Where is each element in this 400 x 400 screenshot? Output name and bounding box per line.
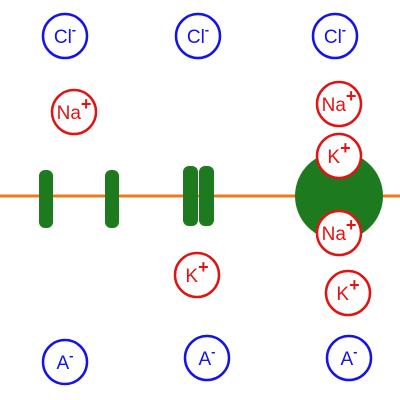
channel-bar-right xyxy=(105,170,119,228)
potassium-ion: K+ xyxy=(315,132,363,180)
svg-text:Na+: Na+ xyxy=(57,94,92,124)
svg-text:K+: K+ xyxy=(336,275,359,305)
sodium-ion: Na+ xyxy=(315,209,363,257)
svg-text:Na+: Na+ xyxy=(322,215,357,245)
channel-bar-right xyxy=(199,166,214,226)
anion-ion: A- xyxy=(41,338,89,386)
svg-text:A-: A- xyxy=(198,344,215,370)
svg-text:Cl-: Cl- xyxy=(187,22,209,48)
channel-bar-left xyxy=(183,166,198,226)
sodium-ion: Na+ xyxy=(315,80,363,128)
chloride-ion: Cl- xyxy=(311,12,359,60)
anion-ion: A- xyxy=(183,334,231,382)
channel-bar-left xyxy=(39,170,53,228)
closed-channel xyxy=(183,166,214,226)
chloride-ion: Cl- xyxy=(41,12,89,60)
svg-text:Na+: Na+ xyxy=(322,86,357,116)
potassium-ion: K+ xyxy=(324,269,372,317)
svg-text:A-: A- xyxy=(340,344,357,370)
sodium-potassium-pump xyxy=(295,152,383,240)
svg-text:Cl-: Cl- xyxy=(54,22,76,48)
open-gap-channel xyxy=(39,170,119,228)
svg-text:Cl-: Cl- xyxy=(324,22,346,48)
sodium-ion: Na+ xyxy=(50,88,98,136)
svg-text:A-: A- xyxy=(56,348,73,374)
anion-ion: A- xyxy=(325,334,373,382)
svg-text:K+: K+ xyxy=(185,257,208,287)
potassium-ion: K+ xyxy=(173,251,221,299)
chloride-ion: Cl- xyxy=(174,12,222,60)
svg-text:K+: K+ xyxy=(327,138,350,168)
